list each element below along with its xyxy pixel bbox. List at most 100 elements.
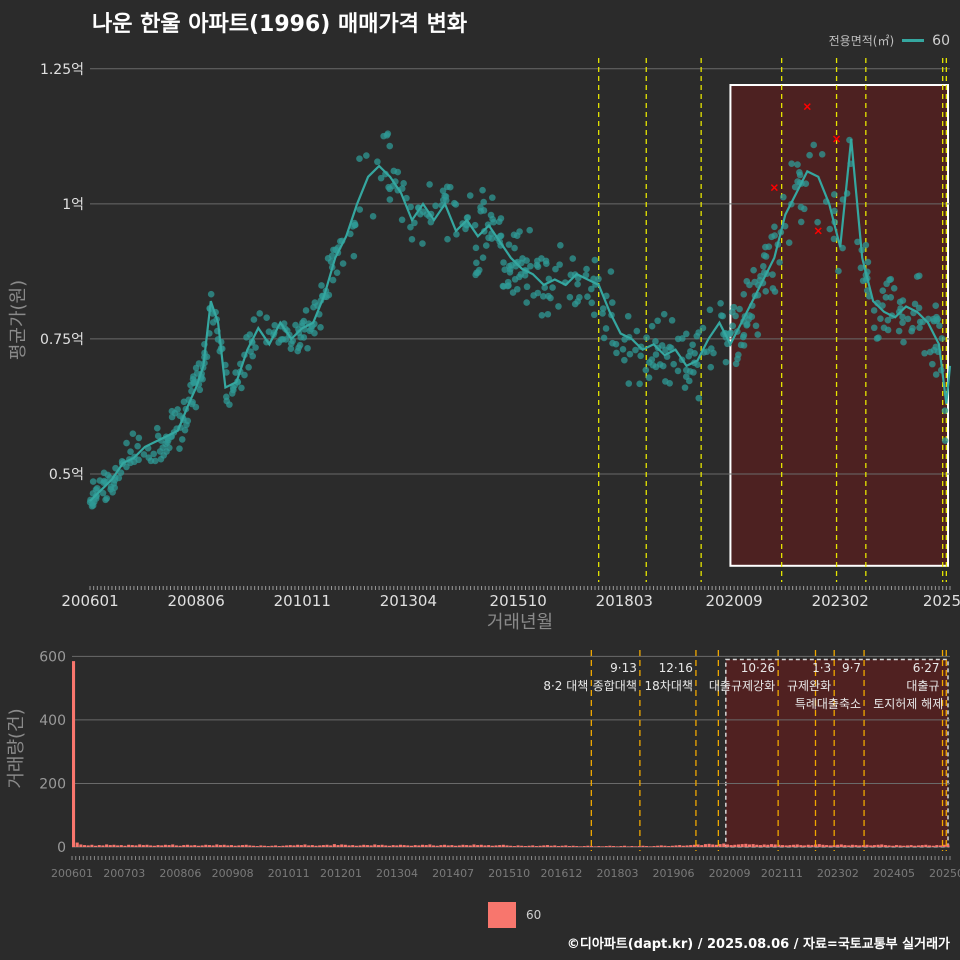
volume-bar [428,844,432,847]
scatter-point [115,474,123,482]
scatter-point [796,171,804,179]
policy-date-label: 9·7 [842,661,861,675]
bottom-legend: 60 [488,902,541,928]
volume-bar [920,845,924,847]
scatter-point [153,424,161,432]
scatter-point [911,300,919,308]
volume-bar [233,845,237,847]
volume-bar [612,846,616,847]
scatter-point [497,215,505,222]
volume-bar [171,844,175,847]
volume-bar [222,844,226,847]
volume-bar [828,845,832,847]
scatter-point [814,218,821,226]
volume-bar [909,845,913,847]
volume-bar [461,844,465,847]
scatter-point [304,344,311,352]
volume-bar [299,845,303,847]
scatter-point [607,268,615,275]
scatter-point [538,311,546,319]
volume-bar [263,845,267,847]
scatter-point [588,285,595,293]
y-tick-label: 0 [57,840,66,856]
volume-bar [736,844,741,847]
volume-bar [788,845,792,847]
volume-bar [79,844,83,847]
volume-bar [218,845,223,847]
scatter-point [780,193,787,201]
volume-bar [560,845,564,847]
volume-bar [586,845,590,847]
volume-bar [490,845,494,847]
legend-line-swatch [902,39,925,42]
volume-bar [160,845,164,847]
volume-bar [417,845,421,847]
scatter-point [574,280,581,288]
y-tick-label: 1.25억 [40,62,84,78]
volume-bar [637,846,641,847]
scatter-point [442,196,450,204]
scatter-point [339,260,347,267]
scatter-point [90,498,98,506]
volume-bar [876,844,880,847]
volume-bar [252,845,256,847]
scatter-point [474,269,482,276]
scatter-point [317,324,324,331]
volume-bar [373,844,377,847]
volume-bar [318,845,322,847]
volume-bar [755,844,759,847]
scatter-point [646,359,653,366]
volume-bar [266,846,270,847]
scatter-point [619,345,627,353]
volume-bar [358,845,362,847]
volume-bar [865,844,869,847]
footer-credit: ©디아파트(dapt.kr) / 2025.08.06 / 자료=국토교통부 실… [566,937,950,952]
volume-bar [773,844,777,847]
x-tick-label: 201011 [274,592,331,610]
policy-name-label: 종합대책 [593,678,637,693]
scatter-point [480,198,487,206]
scatter-point [199,375,206,383]
scatter-point [915,304,923,312]
scatter-point [870,324,878,332]
scatter-point [184,417,192,425]
volume-bar [83,845,87,847]
volume-bar [420,844,425,847]
x-tick-label: 200601 [51,867,93,880]
volume-bar [747,844,752,847]
scatter-point [831,207,838,215]
volume-bar [185,844,189,847]
volume-bar [270,845,274,847]
volume-bar [806,844,810,847]
scatter-point [384,130,392,137]
volume-bar [439,845,443,847]
scatter-point [776,259,783,266]
scatter-point [591,256,599,264]
volume-bar [149,845,153,847]
scatter-point [407,203,414,211]
highlight-box [725,658,949,848]
volume-bar [141,845,145,847]
volume-bar [575,846,579,847]
highlight-marker [814,227,822,235]
scatter-point [178,436,186,443]
volume-bar [446,845,450,847]
volume-bar [619,846,623,847]
volume-bar [924,844,928,847]
scatter-point [830,191,838,198]
scatter-point [691,350,698,357]
x-minor-ticks [89,586,951,590]
scatter-point [556,261,563,268]
volume-bar [362,844,366,847]
scatter-point [302,307,310,314]
scatter-point [505,262,513,270]
volume-bar [343,844,347,847]
scatter-point [785,239,793,246]
volume-bar [593,846,597,847]
scatter-point [740,291,748,298]
volume-bar [722,843,726,847]
scatter-point [181,426,189,434]
scatter-point [245,363,252,371]
scatter-point [427,218,435,226]
volume-bar [215,844,219,847]
